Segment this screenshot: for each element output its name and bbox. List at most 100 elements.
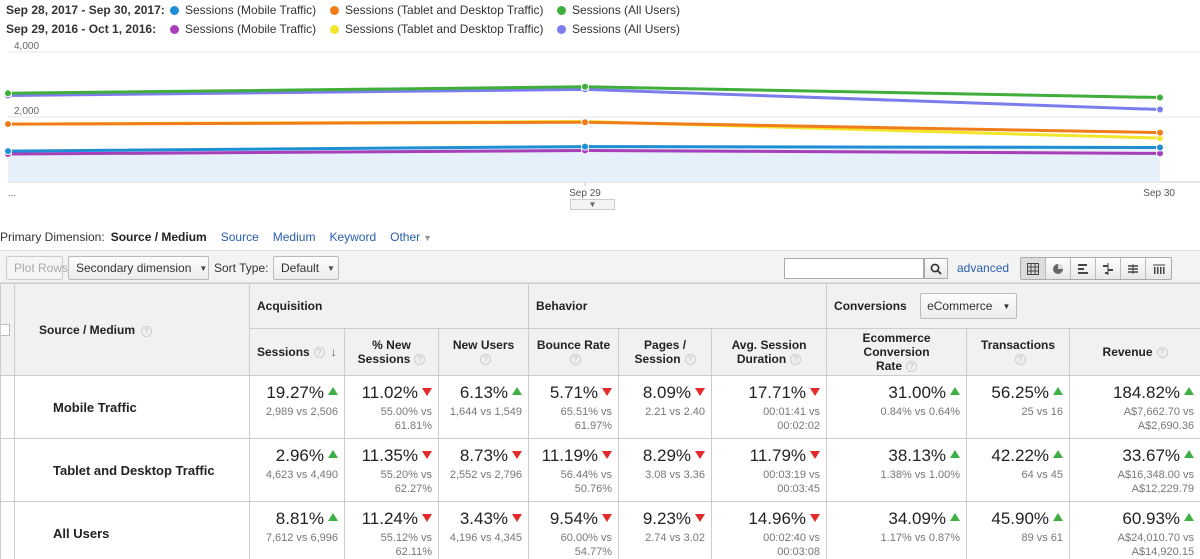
help-icon[interactable]: ? [313,347,325,359]
help-icon[interactable]: ? [1014,354,1026,366]
metric-cell: 8.81% 7,612 vs 6,996 [249,501,345,559]
current-legend-item[interactable]: Sessions (Mobile Traffic) [170,3,316,17]
help-icon[interactable]: ? [906,361,918,373]
metric-comparison: 4,196 vs 4,345 [449,532,523,544]
legend-previous-range: Sep 29, 2016 - Oct 1, 2016: [6,22,157,36]
metric-change-row: 60.93% [1074,509,1195,529]
column-header[interactable]: Revenue? [1069,328,1200,376]
sort-descending-icon[interactable]: ↓ [330,345,337,359]
primary-dimension-bar: Primary Dimension: Source / Medium Sourc… [0,230,432,244]
term-cloud-view-icon[interactable] [1121,258,1146,279]
current-legend-item[interactable]: Sessions (Tablet and Desktop Traffic) [330,3,544,17]
pie-chart-view-icon[interactable] [1046,258,1071,279]
dimension-keyword-link[interactable]: Keyword [329,230,377,244]
arrow-down-icon [810,514,821,522]
arrow-down-icon [422,514,432,522]
chart-collapse-handle[interactable]: ▼ [570,199,615,210]
column-header[interactable]: Sessions? ↓ [249,328,345,376]
data-point [581,82,589,91]
row-select-cell[interactable] [0,438,15,502]
help-icon[interactable]: ? [1156,347,1168,359]
table-search-input[interactable] [784,258,924,279]
metric-cell: 9.54% 60.00% vs 54.77% [528,501,620,559]
row-select-cell[interactable] [0,375,15,439]
help-icon[interactable]: ? [570,354,582,366]
row-source-medium[interactable]: Mobile Traffic [14,375,250,439]
dimension-medium-link[interactable]: Medium [272,230,316,244]
column-header[interactable]: Bounce Rate? [528,328,620,376]
metric-change-row: 11.79% [716,446,821,466]
metric-cell: 9.23% 2.74 vs 3.02 [618,501,713,559]
arrow-down-icon [512,514,523,522]
metric-cell: 17.71% 00:01:41 vs 00:02:02 [711,375,828,439]
conversions-goal-dropdown[interactable]: eCommerce ▼ [920,293,1018,319]
metric-comparison: 2,552 vs 2,796 [449,469,523,481]
previous-legend-item[interactable]: Sessions (Tablet and Desktop Traffic) [330,22,544,36]
previous-legend-item[interactable]: Sessions (Mobile Traffic) [170,22,316,36]
metric-change-percent: 184.82% [1112,383,1181,402]
metric-comparison: 3.08 vs 3.36 [645,469,706,481]
legend-previous: Sep 29, 2016 - Oct 1, 2016: Sessions (Mo… [6,21,680,37]
search-button[interactable] [924,258,948,279]
data-point [4,89,12,98]
data-table-view-icon[interactable] [1021,258,1046,279]
legend-swatch [557,5,566,15]
row-source-medium[interactable]: All Users [14,501,250,559]
chevron-down-icon: ▼ [199,263,208,273]
column-header[interactable]: Pages / Session? [618,328,713,376]
column-header-label: New Users [452,338,515,352]
arrow-down-icon [602,451,613,459]
metric-comparison: 60.00% vs [560,532,613,544]
metric-change-row: 11.24% [349,509,432,529]
help-icon[interactable]: ? [790,354,802,366]
help-icon[interactable]: ? [480,354,492,366]
select-all-checkbox[interactable] [1,323,10,336]
metric-change-percent: 45.90% [991,509,1050,528]
metric-comparison-line2: A$2,690.36 [1137,420,1195,432]
column-header[interactable]: % New Sessions? [344,328,439,376]
arrow-up-icon [1184,513,1195,521]
dimension-source-link[interactable]: Source [220,230,259,244]
column-header[interactable]: Ecommerce Conversion Rate? [826,328,968,376]
metric-change-row: 11.19% [533,446,613,466]
table-view-switcher [1020,257,1172,280]
metric-comparison: 2.21 vs 2.40 [645,406,706,418]
metric-comparison-line2: 00:03:45 [777,483,821,495]
table-row[interactable]: Mobile Traffic 19.27% 2,989 vs 2,506 11.02%… [0,375,1200,439]
table-row[interactable]: All Users 8.81% 7,612 vs 6,996 11.24% 55.12%… [0,501,1200,559]
arrow-up-icon [1053,387,1064,395]
row-source-medium[interactable]: Tablet and Desktop Traffic [14,438,250,502]
metric-change-percent: 11.02% [361,383,418,402]
dimension-source-medium: Source / Medium [110,230,207,244]
previous-legend-item[interactable]: Sessions (All Users) [557,22,680,36]
metric-comparison: 55.00% vs [380,406,432,418]
metric-cell: 184.82% A$7,662.70 vs A$2,690.36 [1069,375,1200,439]
current-legend-item[interactable]: Sessions (All Users) [557,3,680,17]
metric-comparison: 2,989 vs 2,506 [265,406,338,418]
performance-view-icon[interactable] [1071,258,1096,279]
sort-type-dropdown[interactable]: Default ▼ [273,256,339,280]
metric-cell: 38.13% 1.38% vs 1.00% [826,438,968,502]
source-medium-header[interactable]: Source / Medium? [14,283,250,376]
pivot-view-icon[interactable] [1146,258,1171,279]
legend-label: Sessions (Mobile Traffic) [185,22,317,36]
plot-rows-button[interactable]: Plot Rows [6,256,68,280]
help-icon[interactable]: ? [684,354,696,366]
metric-cell: 2.96% 4,623 vs 4,490 [249,438,345,502]
column-header[interactable]: Transactions? [966,328,1071,376]
select-all-cell[interactable] [0,283,15,376]
help-icon[interactable]: ? [414,354,426,366]
table-row[interactable]: Tablet and Desktop Traffic 2.96% 4,623 vs … [0,438,1200,502]
column-header[interactable]: New Users? [437,328,530,376]
dimension-other-dropdown[interactable]: Other ▼ [390,230,432,244]
metric-cell: 11.35% 55.20% vs 62.27% [344,438,439,502]
row-select-cell[interactable] [0,501,15,559]
comparison-view-icon[interactable] [1096,258,1121,279]
secondary-dimension-dropdown[interactable]: Secondary dimension ▼ [68,256,209,280]
help-icon[interactable]: ? [141,325,153,337]
advanced-filter-link[interactable]: advanced [957,261,1010,275]
column-header[interactable]: Avg. Session Duration? [711,328,828,376]
source-medium-header-label: Source / Medium [39,322,136,337]
sort-type-value: Default [281,261,320,275]
